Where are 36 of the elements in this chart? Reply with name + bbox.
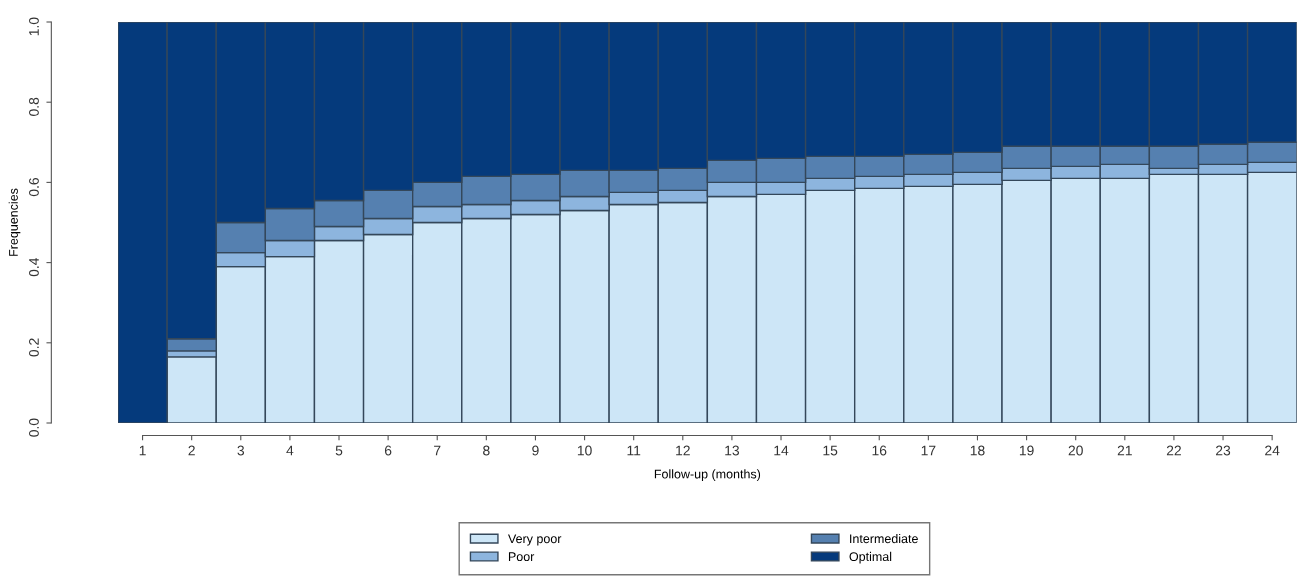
y-tick-label: 1.0 [29, 17, 39, 36]
y-tick-label: 0.4 [29, 257, 39, 277]
y-tick-label: 0.2 [29, 338, 39, 357]
x-tick-label: 12 [676, 445, 690, 456]
x-tick-label: 14 [774, 445, 789, 456]
x-tick-label: 21 [1117, 445, 1132, 456]
x-tick-label: 15 [823, 445, 838, 456]
x-tick-label: 9 [532, 445, 539, 456]
x-tick-label: 16 [872, 445, 887, 456]
x-tick-label: 8 [483, 445, 490, 456]
x-tick-label: 4 [286, 445, 294, 456]
legend-label: Intermediate [850, 533, 918, 544]
x-tick-label: 5 [335, 445, 343, 456]
x-tick-label: 20 [1068, 445, 1083, 456]
legend-label: Poor [508, 552, 535, 562]
x-tick-label: 24 [1265, 445, 1280, 456]
x-axis-title: Follow-up (months) [654, 469, 761, 481]
y-tick-label: 0.8 [29, 97, 39, 116]
x-tick-label: 23 [1216, 445, 1231, 456]
x-tick-label: 19 [1019, 445, 1034, 456]
y-axis-title: Frequencies [8, 188, 21, 256]
x-tick-label: 22 [1166, 445, 1181, 456]
x-tick-label: 3 [237, 445, 245, 456]
x-tick-label: 2 [188, 445, 195, 456]
y-tick-label: 0.6 [29, 177, 39, 197]
x-tick-label: 6 [384, 445, 392, 456]
x-tick-label: 11 [627, 445, 641, 456]
x-tick-label: 10 [577, 445, 592, 456]
x-tick-label: 7 [434, 445, 441, 456]
x-tick-label: 17 [921, 445, 936, 456]
legend-label: Very poor [508, 534, 562, 546]
x-tick-label: 1 [139, 445, 146, 456]
y-tick-label: 0.0 [29, 418, 39, 437]
x-tick-label: 18 [970, 445, 985, 456]
x-tick-label: 13 [725, 445, 740, 456]
legend-label: Optimal [849, 551, 892, 564]
